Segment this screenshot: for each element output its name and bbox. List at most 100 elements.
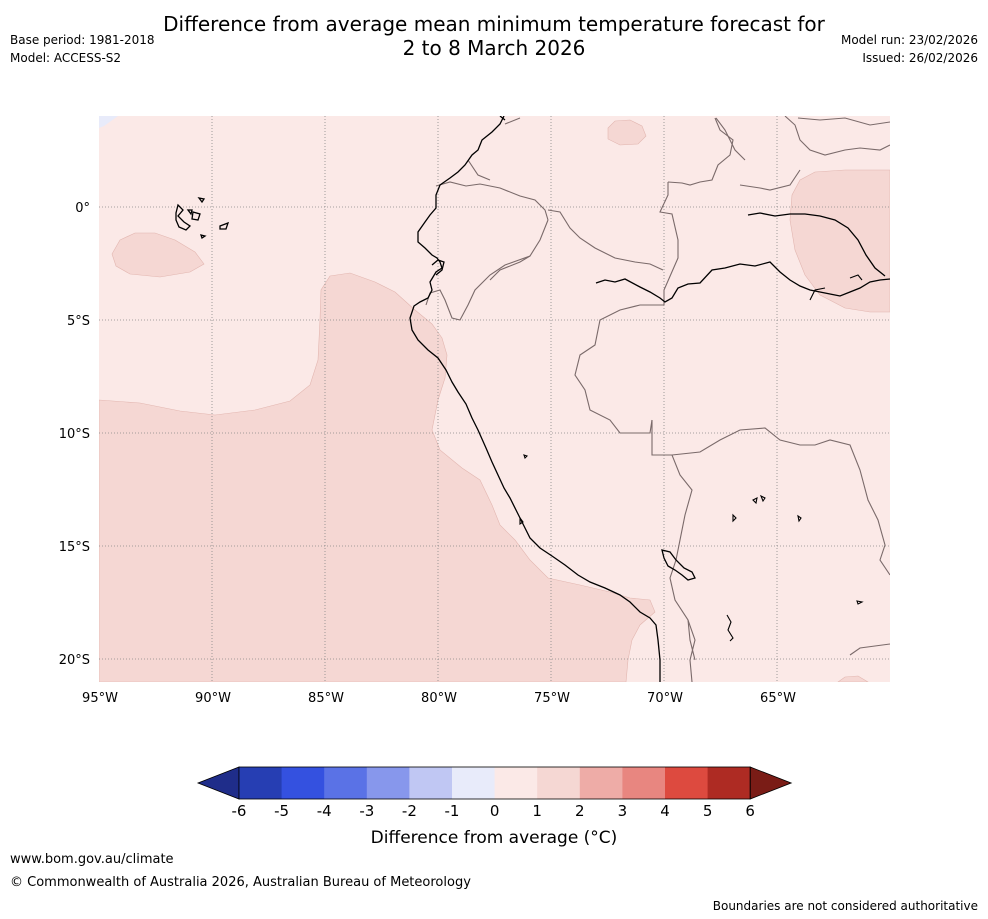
lat-label-15s: 15°S [59, 540, 90, 555]
lake-7 [523, 454, 529, 460]
colorbar-tick-label: -1 [445, 802, 460, 820]
lake-1 [726, 614, 734, 642]
lon-label-90w: 90°W [195, 691, 231, 706]
colorbar-tick-label: 5 [703, 802, 713, 820]
colorbar-segment [324, 767, 368, 799]
colorbar-tick-label: -3 [359, 802, 374, 820]
colorbar-segment [239, 767, 282, 799]
rio-negro [747, 212, 886, 277]
colorbar-segment [409, 767, 453, 799]
colorbar-tick-label: -2 [402, 802, 417, 820]
isla-isabela [175, 203, 192, 231]
model-run: Model run: 23/02/2026 [840, 33, 978, 47]
border-peru-brazil [574, 304, 664, 434]
colorbar-segment [452, 767, 495, 799]
lake-5 [797, 514, 802, 523]
border-colombia-panama [504, 117, 521, 125]
border-ecuador-colombia-upper [467, 159, 491, 181]
colorbar-tick-label: -6 [232, 802, 247, 820]
border-amazon-north [797, 117, 890, 126]
colorbar-tick-label: 3 [618, 802, 628, 820]
colorbar-extend-low [196, 766, 240, 800]
colorbar-tick-label: 6 [745, 802, 755, 820]
country-borders [425, 116, 890, 682]
lat-label-0: 0° [75, 201, 90, 216]
colorbar-tick-label: 4 [660, 802, 670, 820]
river-branch-2 [849, 274, 863, 281]
galapagos-islands [175, 197, 230, 240]
border-colombia-brazil [659, 182, 679, 305]
lake-4 [732, 513, 737, 523]
colorbar-tick-label: 0 [490, 802, 500, 820]
lake-8 [519, 516, 524, 526]
coast-caribbean [499, 116, 506, 121]
border-peru-colombia-loop [489, 255, 531, 281]
border-bolivia-paraguay [849, 643, 890, 656]
lat-labels: 0° 5°S 10°S 15°S 20°S [59, 201, 90, 668]
colorbar-title: Difference from average (°C) [370, 828, 618, 848]
colorbar-labels: -6 -5 -4 -3 -2 -1 0 1 2 3 4 5 6 [232, 802, 755, 820]
anomaly-region-amazon-north [607, 119, 647, 146]
map-panel [99, 116, 890, 682]
lake-6 [856, 600, 864, 605]
anomaly-region-negative [99, 116, 118, 128]
isla-floreana [200, 234, 207, 240]
border-colombia-peru [547, 209, 664, 271]
colorbar-frame [238, 766, 751, 800]
lon-label-70w: 70°W [647, 691, 683, 706]
anomaly-region-amazon-east [789, 169, 890, 313]
anomaly-region-galapagos-west [111, 232, 205, 278]
colorbar-segment [366, 767, 410, 799]
issued-date: Issued: 26/02/2026 [862, 51, 978, 65]
isla-santa-cruz [191, 211, 201, 221]
lake-3 [759, 494, 766, 503]
colorbar-segment [622, 767, 666, 799]
colorbar [196, 766, 793, 800]
model-name: Model: ACCESS-S2 [10, 51, 122, 65]
lon-label-80w: 80°W [421, 691, 457, 706]
footer-disclaimer: Boundaries are not considered authoritat… [712, 899, 978, 913]
border-colombia-venezuela [667, 117, 734, 186]
border-bolivia-brazil [671, 427, 890, 576]
footer-url[interactable]: www.bom.gov.au/climate [10, 852, 174, 867]
lon-label-75w: 75°W [534, 691, 570, 706]
graticule [99, 116, 890, 682]
river-branch [809, 287, 826, 301]
border-guianas [784, 116, 890, 156]
title-line-2: 2 to 8 March 2026 [402, 36, 586, 60]
anomaly-region-ocean [99, 272, 656, 682]
isla-san-cristobal [219, 221, 230, 230]
isla-santiago [186, 209, 193, 216]
lake-titicaca [661, 549, 696, 581]
anomaly-region-south-east [837, 675, 869, 682]
coastline [409, 116, 661, 682]
colorbar-extend-high [749, 766, 793, 800]
colorbar-segment [665, 767, 708, 799]
colorbar-tick-label: 2 [575, 802, 585, 820]
title-line-1: Difference from average mean minimum tem… [163, 12, 825, 36]
lake-2 [752, 497, 758, 505]
lon-label-65w: 65°W [760, 691, 796, 706]
colorbar-segment [707, 767, 751, 799]
colorbar-tick-label: 1 [532, 802, 542, 820]
colorbar-tick-label: -5 [274, 802, 289, 820]
meta-left: Base period: 1981-2018 Model: ACCESS-S2 [10, 31, 155, 67]
border-venezuela-guyana [739, 169, 801, 191]
lat-label-20s: 20°S [59, 653, 90, 668]
border-chile-argentina [687, 619, 696, 682]
lon-label-95w: 95°W [82, 691, 118, 706]
base-period: Base period: 1981-2018 [10, 33, 155, 47]
coast-gulf-guayaquil [431, 259, 445, 276]
amazon-river [595, 261, 890, 303]
border-colombia-ecuador [435, 181, 549, 221]
colorbar-segment [281, 767, 325, 799]
lat-label-10s: 10°S [59, 427, 90, 442]
lon-labels: 95°W 90°W 85°W 80°W 75°W 70°W 65°W [82, 691, 796, 706]
colorbar-segment [537, 767, 581, 799]
coast-pacific [409, 116, 661, 682]
chart-title: Difference from average mean minimum tem… [0, 12, 988, 60]
lon-label-85w: 85°W [308, 691, 344, 706]
isla-fernandina [197, 197, 206, 204]
border-venezuela-south [715, 117, 746, 161]
